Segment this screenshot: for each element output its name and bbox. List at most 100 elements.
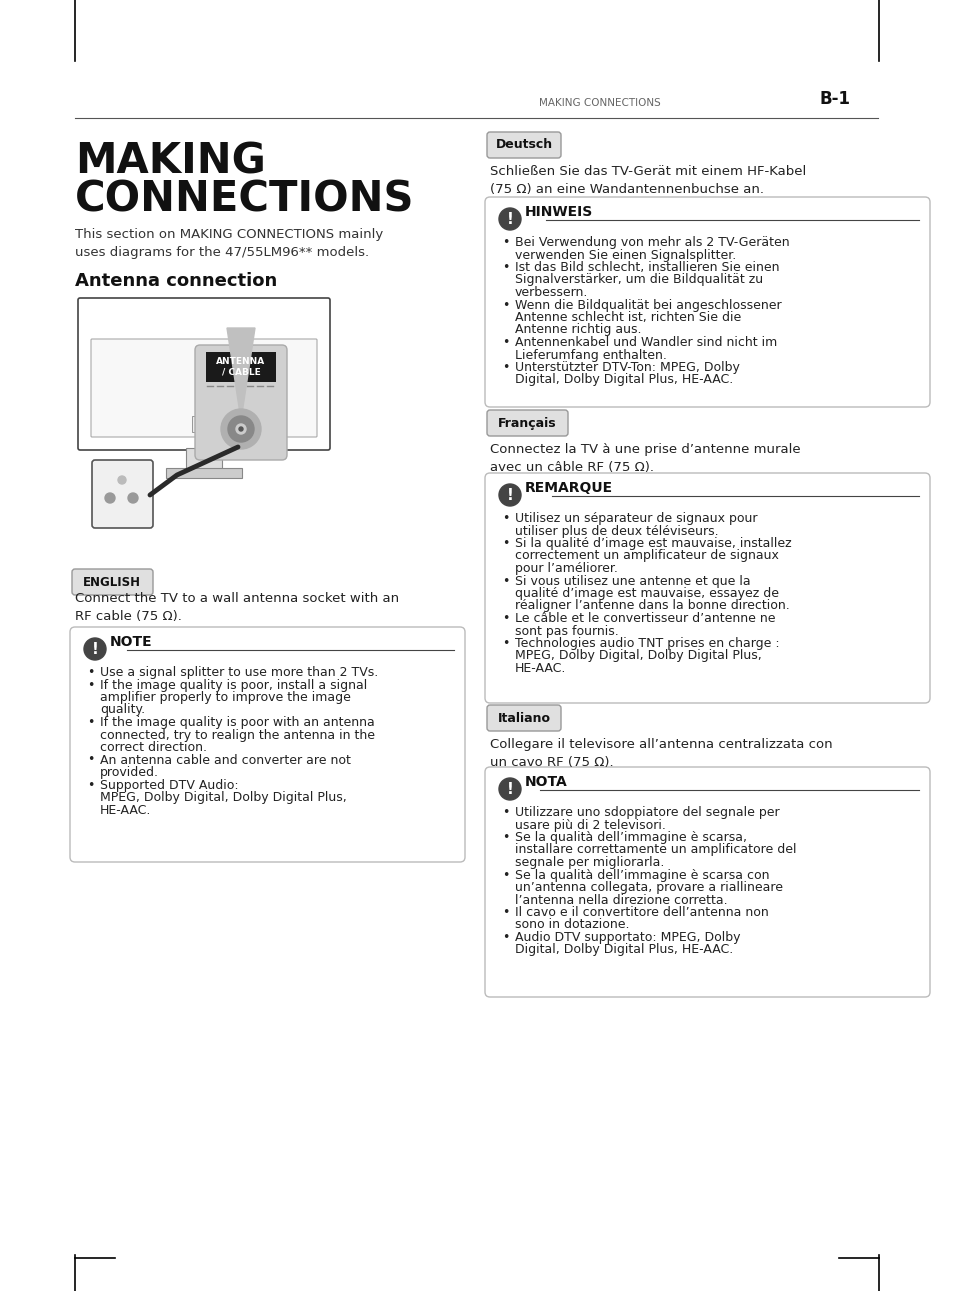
Text: Audio DTV supportato: MPEG, Dolby: Audio DTV supportato: MPEG, Dolby [515, 931, 740, 944]
Text: segnale per migliorarla.: segnale per migliorarla. [515, 856, 663, 869]
FancyBboxPatch shape [484, 473, 929, 704]
Text: MAKING: MAKING [75, 139, 266, 182]
Text: Antenna connection: Antenna connection [75, 272, 277, 290]
Polygon shape [227, 328, 254, 420]
Text: Signalverstärker, um die Bildqualität zu: Signalverstärker, um die Bildqualität zu [515, 274, 762, 287]
Text: •: • [501, 513, 509, 525]
Text: !: ! [91, 642, 98, 657]
Text: ENGLISH: ENGLISH [83, 576, 141, 589]
Text: •: • [501, 361, 509, 374]
Text: Antenne schlecht ist, richten Sie die: Antenne schlecht ist, richten Sie die [515, 311, 740, 324]
Text: sont pas fournis.: sont pas fournis. [515, 625, 618, 638]
Circle shape [498, 778, 520, 800]
Circle shape [221, 409, 261, 449]
Text: •: • [87, 717, 94, 729]
Text: Unterstützter DTV-Ton: MPEG, Dolby: Unterstützter DTV-Ton: MPEG, Dolby [515, 361, 740, 374]
Text: •: • [501, 236, 509, 249]
Text: Lieferumfang enthalten.: Lieferumfang enthalten. [515, 349, 666, 361]
Text: Deutsch: Deutsch [495, 138, 552, 151]
Text: Use a signal splitter to use more than 2 TVs.: Use a signal splitter to use more than 2… [100, 666, 377, 679]
Text: Connect the TV to a wall antenna socket with an
RF cable (75 Ω).: Connect the TV to a wall antenna socket … [75, 593, 398, 624]
Text: This section on MAKING CONNECTIONS mainly
uses diagrams for the 47/55LM96** mode: This section on MAKING CONNECTIONS mainl… [75, 229, 383, 259]
Text: utiliser plus de deux téléviseurs.: utiliser plus de deux téléviseurs. [515, 524, 718, 537]
Text: sono in dotazione.: sono in dotazione. [515, 918, 629, 932]
FancyBboxPatch shape [486, 132, 560, 158]
Text: !: ! [506, 212, 513, 226]
Text: HINWEIS: HINWEIS [524, 205, 593, 219]
Text: verwenden Sie einen Signalsplitter.: verwenden Sie einen Signalsplitter. [515, 248, 736, 262]
Text: !: ! [506, 781, 513, 797]
Text: Utilizzare uno sdoppiatore del segnale per: Utilizzare uno sdoppiatore del segnale p… [515, 806, 779, 818]
Circle shape [118, 476, 126, 484]
Text: •: • [87, 754, 94, 767]
FancyBboxPatch shape [70, 627, 464, 862]
Text: •: • [87, 679, 94, 692]
Text: Français: Français [497, 417, 556, 430]
Text: Wenn die Bildqualität bei angeschlossener: Wenn die Bildqualität bei angeschlossene… [515, 298, 781, 311]
FancyBboxPatch shape [78, 298, 330, 451]
Text: •: • [501, 298, 509, 311]
Text: MAKING CONNECTIONS: MAKING CONNECTIONS [538, 98, 660, 108]
Text: un’antenna collegata, provare a riallineare: un’antenna collegata, provare a rialline… [515, 880, 782, 893]
Circle shape [498, 208, 520, 230]
Text: installare correttamente un amplificatore del: installare correttamente un amplificator… [515, 843, 796, 856]
Text: •: • [501, 931, 509, 944]
Text: An antenna cable and converter are not: An antenna cable and converter are not [100, 754, 351, 767]
Text: •: • [501, 574, 509, 587]
Text: Ist das Bild schlecht, installieren Sie einen: Ist das Bild schlecht, installieren Sie … [515, 261, 779, 274]
Text: •: • [501, 869, 509, 882]
Text: HE-AAC.: HE-AAC. [100, 803, 152, 816]
Text: Se la qualità dell’immagine è scarsa con: Se la qualità dell’immagine è scarsa con [515, 869, 769, 882]
FancyBboxPatch shape [91, 460, 152, 528]
FancyBboxPatch shape [484, 767, 929, 997]
Text: amplifier properly to improve the image: amplifier properly to improve the image [100, 691, 351, 704]
Text: REMARQUE: REMARQUE [524, 482, 613, 494]
Text: correctement un amplificateur de signaux: correctement un amplificateur de signaux [515, 550, 778, 563]
Text: qualité d’image est mauvaise, essayez de: qualité d’image est mauvaise, essayez de [515, 587, 779, 600]
Text: Schließen Sie das TV-Gerät mit einem HF-Kabel
(75 Ω) an eine Wandantennenbuchse : Schließen Sie das TV-Gerät mit einem HF-… [490, 165, 805, 196]
Bar [166, 469, 242, 478]
Text: Italiano: Italiano [497, 711, 550, 724]
Text: Technologies audio TNT prises en charge :: Technologies audio TNT prises en charge … [515, 636, 779, 649]
Text: If the image quality is poor with an antenna: If the image quality is poor with an ant… [100, 717, 375, 729]
Text: !: ! [506, 488, 513, 502]
Text: •: • [501, 261, 509, 274]
Text: •: • [501, 806, 509, 818]
Circle shape [498, 484, 520, 506]
Text: •: • [501, 612, 509, 625]
Bar [206, 352, 275, 382]
Text: B-1: B-1 [820, 90, 850, 108]
Text: MPEG, Dolby Digital, Dolby Digital Plus,: MPEG, Dolby Digital, Dolby Digital Plus, [515, 649, 760, 662]
Circle shape [128, 493, 138, 503]
Text: Connectez la TV à une prise d’antenne murale
avec un câble RF (75 Ω).: Connectez la TV à une prise d’antenne mu… [490, 443, 800, 474]
Circle shape [84, 638, 106, 660]
Text: provided.: provided. [100, 766, 159, 778]
Text: Se la qualità dell’immagine è scarsa,: Se la qualità dell’immagine è scarsa, [515, 831, 746, 844]
Text: Bei Verwendung von mehr als 2 TV-Geräten: Bei Verwendung von mehr als 2 TV-Geräten [515, 236, 789, 249]
Circle shape [228, 416, 253, 442]
Text: connected, try to realign the antenna in the: connected, try to realign the antenna in… [100, 728, 375, 741]
Text: Collegare il televisore all’antenna centralizzata con
un cavo RF (75 Ω).: Collegare il televisore all’antenna cent… [490, 738, 832, 769]
Bar [186, 448, 222, 470]
Text: verbessern.: verbessern. [515, 287, 588, 300]
Text: Si la qualité d’image est mauvaise, installez: Si la qualité d’image est mauvaise, inst… [515, 537, 791, 550]
Text: Utilisez un séparateur de signaux pour: Utilisez un séparateur de signaux pour [515, 513, 757, 525]
Text: MPEG, Dolby Digital, Dolby Digital Plus,: MPEG, Dolby Digital, Dolby Digital Plus, [100, 791, 346, 804]
Text: •: • [501, 906, 509, 919]
Text: correct direction.: correct direction. [100, 741, 207, 754]
Text: •: • [87, 778, 94, 791]
Text: •: • [501, 336, 509, 349]
FancyBboxPatch shape [486, 411, 567, 436]
FancyBboxPatch shape [91, 340, 316, 436]
Text: If the image quality is poor, install a signal: If the image quality is poor, install a … [100, 679, 367, 692]
Text: usare più di 2 televisori.: usare più di 2 televisori. [515, 818, 665, 831]
Text: HE-AAC.: HE-AAC. [515, 662, 566, 675]
Bar [192, 416, 215, 432]
FancyBboxPatch shape [71, 569, 152, 595]
Text: Antennenkabel und Wandler sind nicht im: Antennenkabel und Wandler sind nicht im [515, 336, 777, 349]
Text: Il cavo e il convertitore dell’antenna non: Il cavo e il convertitore dell’antenna n… [515, 906, 768, 919]
Text: quality.: quality. [100, 704, 145, 717]
Text: Digital, Dolby Digital Plus, HE-AAC.: Digital, Dolby Digital Plus, HE-AAC. [515, 944, 733, 957]
Text: Antenne richtig aus.: Antenne richtig aus. [515, 324, 640, 337]
Text: Digital, Dolby Digital Plus, HE-AAC.: Digital, Dolby Digital Plus, HE-AAC. [515, 373, 733, 386]
